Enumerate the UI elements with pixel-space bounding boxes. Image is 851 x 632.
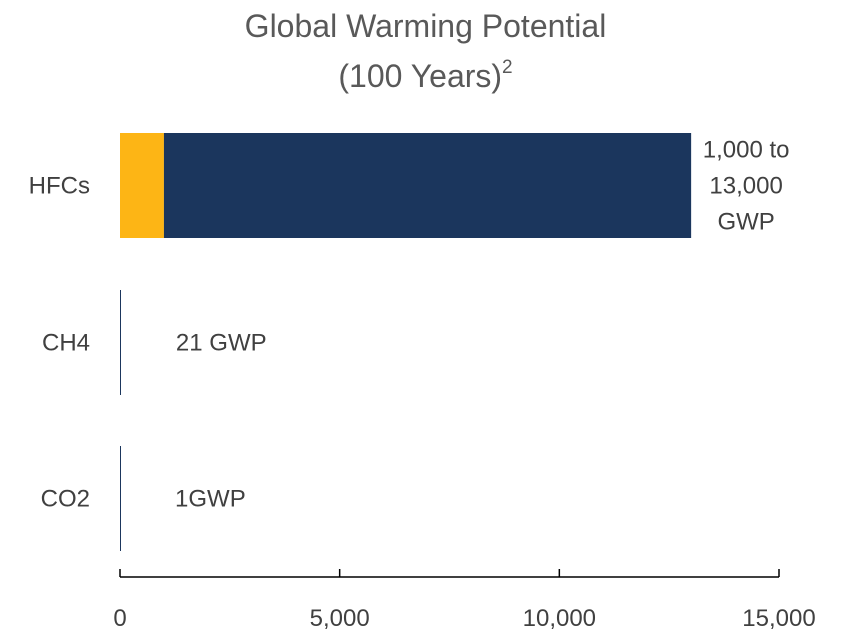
data-label-ch4: 21 GWP <box>176 330 267 357</box>
bar-hfcs-segment-2 <box>163 133 692 238</box>
bar-hfcs-segment-1 <box>120 133 164 238</box>
x-tick-label-0: 0 <box>113 605 126 632</box>
category-label-co2: CO2 <box>41 486 90 513</box>
data-label-hfcs-line-1: 1,000 to <box>703 137 790 164</box>
category-label-hfcs: HFCs <box>29 173 90 200</box>
x-tick-label-15000: 15,000 <box>742 605 815 632</box>
bar-ch4-segment-2 <box>120 290 121 395</box>
chart-title: Global Warming Potential <box>244 8 607 44</box>
data-label-hfcs-line-3: GWP <box>717 209 774 236</box>
bar-co2-segment-2 <box>120 446 121 551</box>
category-label-ch4: CH4 <box>42 330 90 357</box>
data-label-hfcs-line-2: 13,000 <box>709 173 782 200</box>
x-tick-label-5000: 5,000 <box>310 605 370 632</box>
data-label-co2: 1GWP <box>175 486 246 513</box>
x-tick-label-10000: 10,000 <box>523 605 596 632</box>
chart-subtitle-superscript: 2 <box>502 57 513 78</box>
chart-subtitle-text: (100 Years) <box>338 58 503 94</box>
chart-subtitle: (100 Years)2 <box>0 48 851 96</box>
